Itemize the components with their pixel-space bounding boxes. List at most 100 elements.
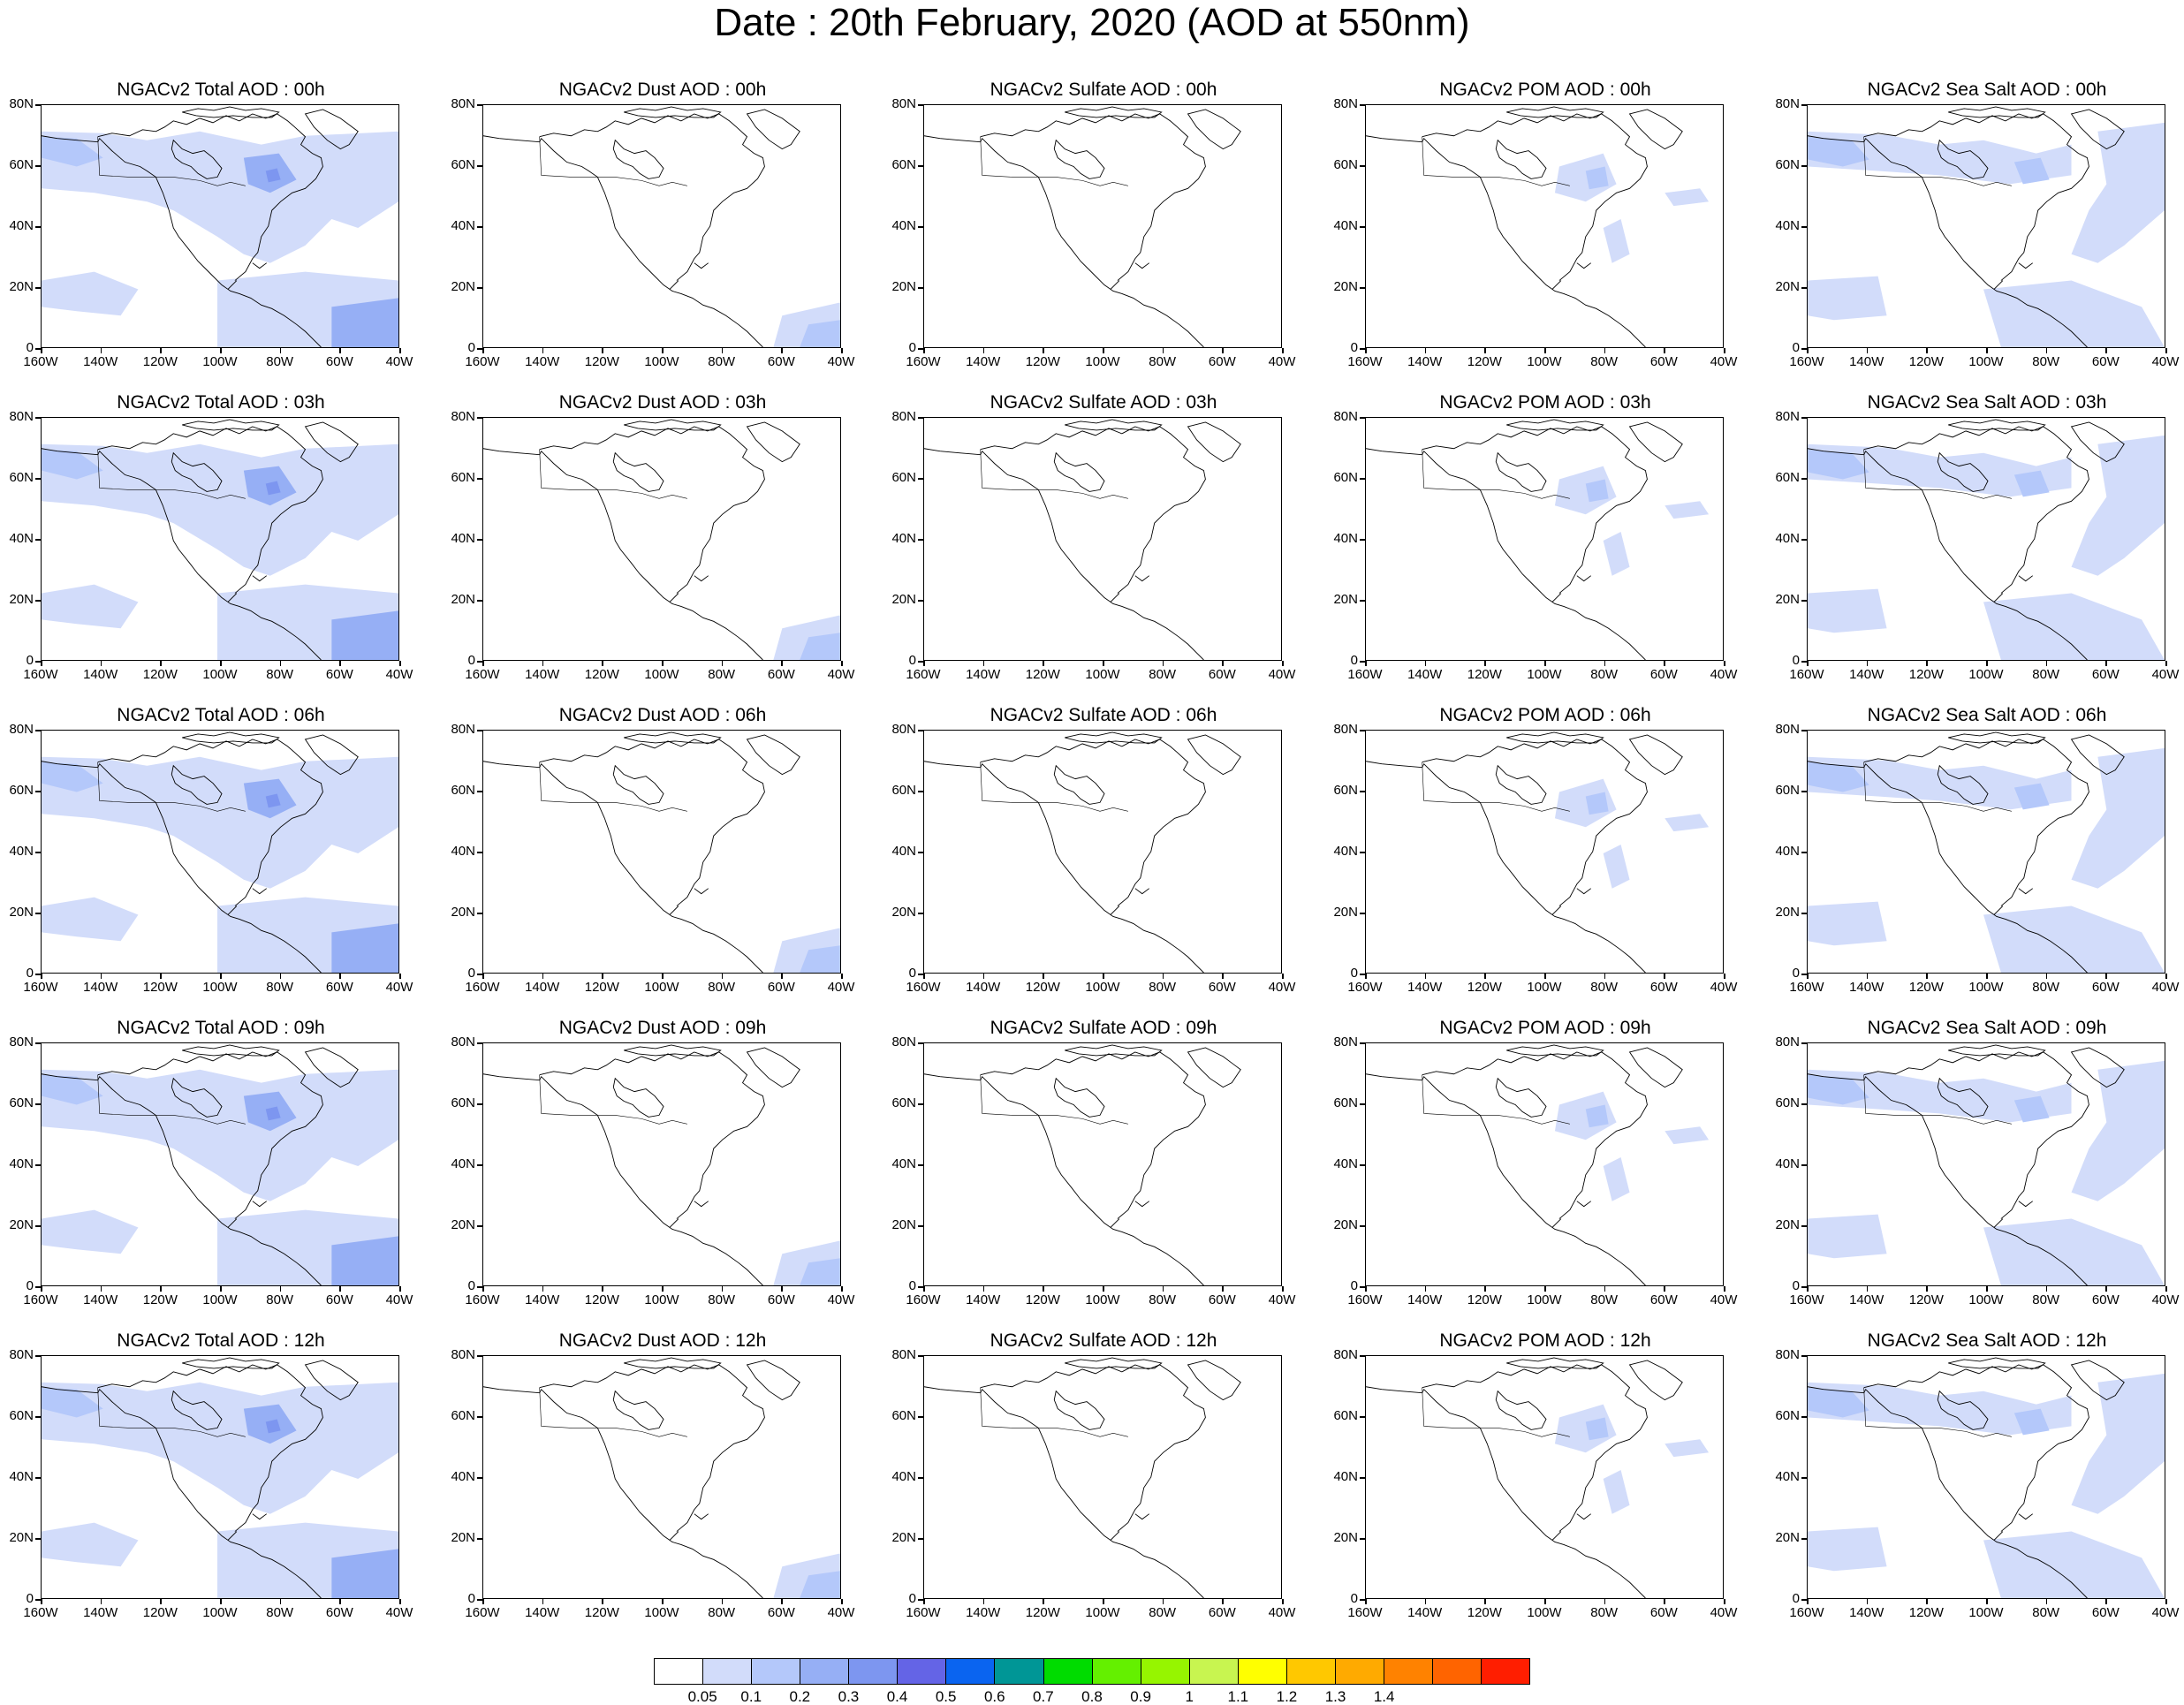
y-tick-mark (918, 913, 923, 914)
y-tick-mark (35, 1286, 41, 1288)
y-tick-mark (35, 1103, 41, 1105)
y-tick-label: 0 (1792, 966, 1800, 981)
x-tick-mark (399, 661, 401, 666)
map-plot-area (41, 1355, 399, 1599)
y-tick-mark (1801, 417, 1807, 419)
y-tick-label: 80N (1775, 1034, 1800, 1050)
coastline (42, 1364, 323, 1598)
y-tick-mark (35, 974, 41, 975)
y-tick-mark (1801, 539, 1807, 541)
x-tick-label: 100W (1085, 1292, 1120, 1307)
country-border (97, 449, 246, 499)
x-tick-label: 140W (966, 667, 1001, 682)
y-tick-label: 80N (891, 96, 916, 111)
x-tick-label: 40W (385, 1292, 413, 1307)
y-tick-mark (918, 600, 923, 602)
aod-shading (1585, 1417, 1609, 1441)
x-tick-mark (1544, 661, 1546, 666)
x-tick-label: 160W (23, 980, 58, 995)
x-tick-mark (1103, 348, 1104, 353)
y-tick-mark (1801, 1286, 1807, 1288)
x-tick-label: 60W (767, 1292, 795, 1307)
x-tick-mark (781, 661, 783, 666)
y-tick-mark (1801, 791, 1807, 792)
x-tick-label: 40W (2151, 1292, 2180, 1307)
x-tick-mark (1282, 348, 1284, 353)
x-tick-mark (923, 1599, 925, 1604)
y-tick-label: 40N (9, 531, 34, 546)
aod-shading (42, 1387, 103, 1418)
panel-title: NGACv2 POM AOD : 00h (1439, 80, 1651, 100)
x-tick-mark (339, 1286, 341, 1292)
x-tick-label: 40W (385, 980, 413, 995)
x-tick-label: 160W (23, 354, 58, 369)
y-tick-label: 0 (26, 966, 34, 981)
y-tick-mark (477, 1355, 482, 1357)
aod-shading (1585, 479, 1609, 503)
y-tick-mark (918, 1225, 923, 1227)
coastline (171, 731, 359, 805)
y-tick-label: 40N (1775, 1469, 1800, 1484)
x-tick-mark (1162, 1599, 1164, 1604)
x-tick-mark (1664, 348, 1665, 353)
x-tick-label: 80W (2032, 1605, 2060, 1620)
x-tick-label: 80W (1149, 980, 1177, 995)
y-tick-mark (477, 417, 482, 419)
map-canvas (483, 1044, 840, 1285)
colorbar-label: 0.3 (838, 1688, 860, 1705)
aod-shading (42, 1074, 103, 1105)
y-tick-mark (35, 1355, 41, 1357)
x-tick-label: 120W (142, 1292, 178, 1307)
x-tick-mark (399, 1286, 401, 1292)
y-tick-label: 20N (891, 905, 916, 920)
map-canvas (42, 731, 398, 973)
x-tick-label: 80W (1149, 1292, 1177, 1307)
map-canvas (483, 731, 840, 973)
x-tick-mark (2045, 1286, 2048, 1292)
aod-shading (42, 449, 103, 480)
map-canvas (924, 731, 1241, 973)
y-tick-mark (35, 852, 41, 853)
x-tick-label: 100W (1968, 667, 2004, 682)
x-tick-label: 100W (1527, 1605, 1562, 1620)
y-tick-label: 60N (1775, 783, 1800, 798)
y-tick-mark (918, 1103, 923, 1105)
y-tick-mark (1360, 1286, 1365, 1288)
panel-title: NGACv2 Dust AOD : 00h (558, 80, 767, 100)
x-tick-mark (482, 1599, 484, 1604)
y-tick-label: 20N (451, 279, 475, 294)
x-tick-mark (160, 1599, 162, 1604)
x-tick-mark (1222, 348, 1224, 353)
aod-shading (1808, 449, 1869, 480)
panel-title: NGACv2 POM AOD : 06h (1439, 705, 1651, 725)
x-tick-mark (279, 661, 282, 666)
x-tick-mark (602, 661, 603, 666)
y-tick-mark (35, 730, 41, 731)
coastline (1808, 1364, 2089, 1598)
x-tick-label: 60W (767, 354, 795, 369)
y-tick-mark (1801, 1103, 1807, 1105)
y-tick-mark (477, 1538, 482, 1540)
x-tick-label: 80W (266, 1605, 294, 1620)
y-tick-mark (1360, 287, 1365, 289)
x-tick-mark (982, 661, 985, 666)
map-panel: NGACv2 Sulfate AOD : 00h 80N 60N 40N 20N 0 160… (883, 80, 1321, 392)
x-tick-label: 160W (906, 1605, 941, 1620)
x-tick-mark (721, 661, 724, 666)
x-tick-label: 140W (1407, 354, 1443, 369)
x-tick-label: 100W (1527, 980, 1562, 995)
country-border (539, 449, 687, 499)
x-tick-mark (1544, 1599, 1546, 1604)
y-tick-label: 80N (451, 409, 475, 424)
aod-shading (1665, 188, 1710, 207)
x-tick-label: 80W (1149, 1605, 1177, 1620)
y-tick-label: 60N (1775, 1095, 1800, 1110)
coastline (612, 1357, 800, 1430)
panel-title: NGACv2 Dust AOD : 06h (558, 705, 767, 725)
y-tick-mark (918, 104, 923, 106)
y-tick-mark (1360, 1538, 1365, 1540)
x-tick-mark (1043, 974, 1044, 979)
y-tick-mark (1801, 600, 1807, 602)
x-tick-label: 160W (1347, 1605, 1383, 1620)
x-tick-label: 160W (1347, 980, 1383, 995)
